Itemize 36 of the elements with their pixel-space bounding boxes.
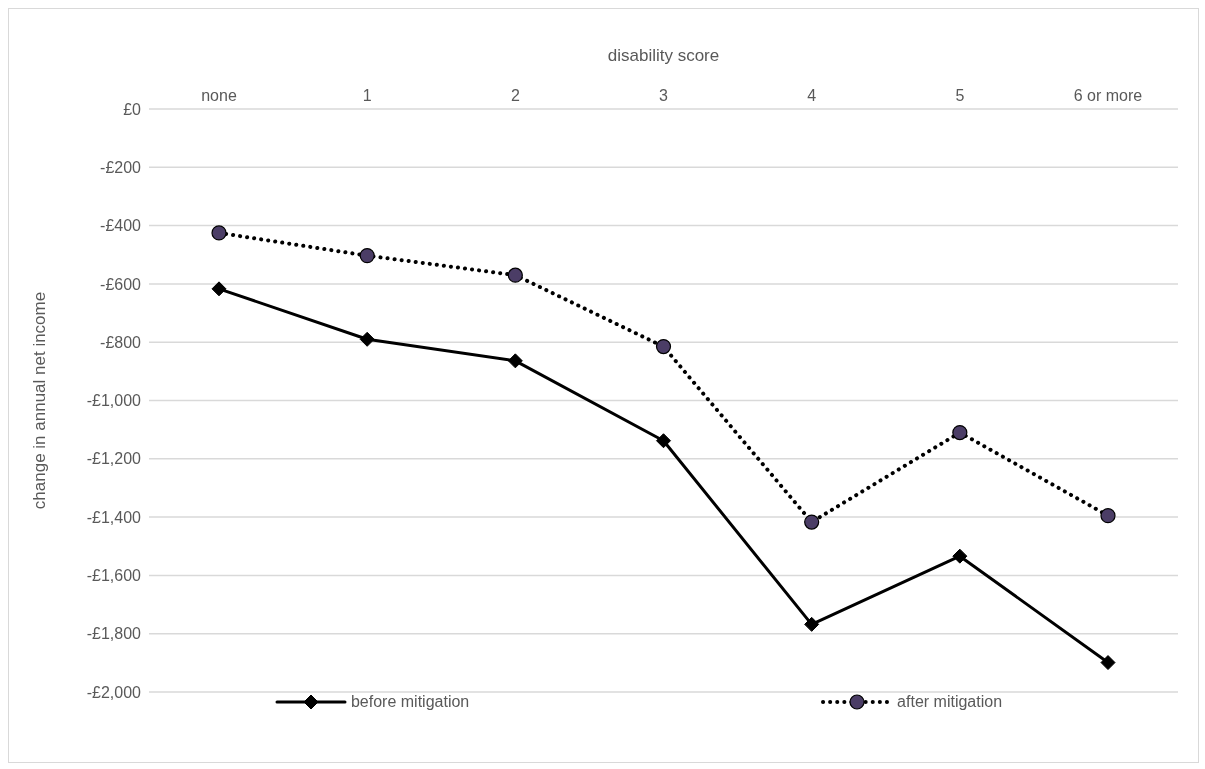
y-tick-label: -£1,000 [86, 392, 142, 410]
x-tick-label: 1 [362, 87, 372, 104]
x-tick-label: 5 [955, 87, 965, 104]
x-axis-title: disability score [607, 46, 720, 66]
x-tick-label: 2 [510, 87, 520, 104]
x-tick-label: 3 [659, 87, 669, 104]
y-tick-label: -£400 [100, 217, 142, 235]
y-axis-title: change in annual net income [30, 291, 50, 510]
point [804, 514, 820, 530]
x-tick-label: none [201, 87, 237, 104]
point [655, 338, 672, 355]
point [952, 424, 968, 441]
y-tick-label: -£1,600 [86, 567, 142, 585]
x-tick-label: 6 or more [1073, 87, 1143, 104]
y-tick-label: -£800 [100, 333, 142, 351]
y-tick-label: -£1,200 [86, 450, 142, 468]
point [359, 331, 375, 347]
x-tick-label: 4 [807, 87, 817, 104]
point [656, 433, 671, 449]
y-tick-label: -£1,400 [86, 508, 142, 526]
point [1100, 655, 1116, 671]
point [359, 248, 375, 264]
point [804, 616, 820, 632]
point [952, 548, 968, 564]
point [211, 225, 227, 241]
y-tick-label: -£200 [100, 158, 142, 176]
y-tick-label: -£600 [100, 275, 142, 293]
y-tick-label: £0 [123, 100, 142, 118]
legend-label: after mitigation [897, 693, 1003, 711]
point [507, 267, 523, 283]
point [211, 281, 227, 297]
point [1100, 508, 1116, 524]
point [507, 353, 523, 369]
legend-label: before mitigation [350, 693, 470, 711]
y-tick-label: -£1,800 [86, 625, 142, 643]
y-tick-label: -£2,000 [86, 683, 142, 701]
